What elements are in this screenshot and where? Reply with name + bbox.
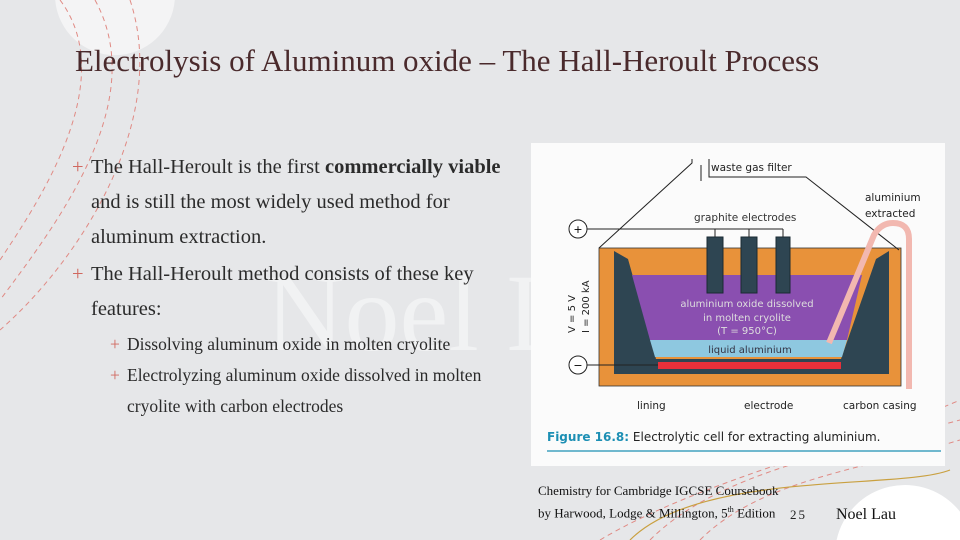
graphite-electrodes [706,236,791,294]
positive-terminal [568,219,588,239]
electrolyte [632,275,862,340]
bold-text: commercially viable [324,156,501,178]
svg-text:−: − [573,359,582,372]
svg-text:extracted: extracted [865,208,915,220]
svg-text:+: + [573,223,582,236]
plus-bullet-icon: + [110,365,120,385]
cathode-electrode [658,362,841,369]
svg-text:aluminium: aluminium [865,192,921,204]
svg-text:aluminium oxide dissolved: aluminium oxide dissolved [680,299,813,310]
svg-text:liquid aluminium: liquid aluminium [708,345,792,356]
extraction-pipe [826,219,912,389]
liquid-aluminium [650,340,847,357]
bullet-2: + The Hall-Heroult method consists of th… [72,257,522,327]
bullet-1: + The Hall-Heroult is the first commerci… [72,150,522,255]
bullet-list: + The Hall-Heroult is the first commerci… [72,150,522,422]
carbon-casing [614,251,889,374]
sub-bullet-1: + Dissolving aluminum oxide in molten cr… [72,329,522,360]
svg-text:V = 5 V: V = 5 V [567,295,578,333]
negative-terminal [568,355,588,375]
svg-text:carbon casing: carbon casing [843,400,917,412]
sub-bullet-2: + Electrolyzing aluminum oxide dissolved… [72,360,522,422]
svg-text:I = 200 kA: I = 200 kA [581,280,592,333]
page-number: 25 [790,507,807,522]
figure-caption: Figure 16.8: Electrolytic cell for extra… [547,430,881,444]
svg-text:(T = 950°C): (T = 950°C) [717,326,777,337]
svg-text:waste gas filter: waste gas filter [711,162,792,174]
citation: Chemistry for Cambridge IGCSE Coursebook… [538,483,779,521]
slide-title: Electrolysis of Aluminum oxide – The Hal… [75,43,820,78]
svg-text:graphite electrodes: graphite electrodes [694,212,796,224]
plus-bullet-icon: + [72,263,84,285]
svg-text:lining: lining [637,400,666,412]
svg-text:in molten cryolite: in molten cryolite [703,313,791,324]
plus-bullet-icon: + [110,334,120,354]
electrolytic-cell-figure: + − waste gas filter aluminium extracted… [531,143,945,466]
cell-diagram: + − waste gas filter aluminium extracted… [547,159,941,452]
svg-text:electrode: electrode [744,400,793,412]
plus-bullet-icon: + [72,156,84,178]
author-name: Noel Lau [836,506,896,523]
